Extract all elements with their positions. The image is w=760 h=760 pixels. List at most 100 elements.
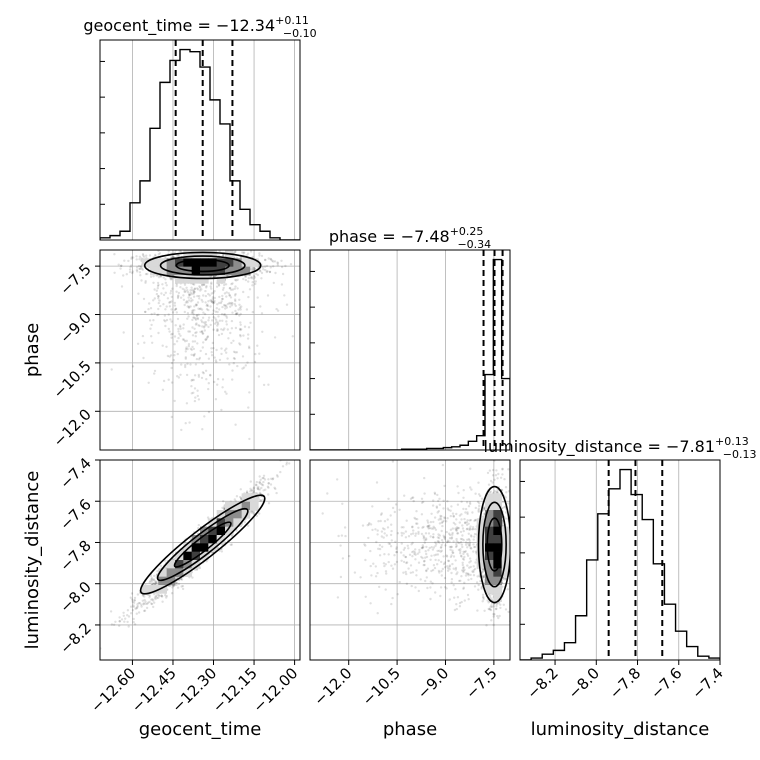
scatter-point (225, 347, 228, 350)
scatter-point (184, 301, 188, 304)
scatter-point (154, 254, 157, 258)
scatter-point (228, 294, 232, 297)
scatter-point (177, 327, 180, 331)
scatter-point (234, 285, 237, 288)
scatter-point (236, 312, 239, 315)
scatter-point (176, 295, 180, 298)
scatter-point (205, 304, 208, 307)
scatter-point (168, 584, 172, 588)
scatter-point (156, 287, 159, 290)
scatter-point (194, 363, 198, 366)
scatter-point (207, 308, 210, 312)
scatter-point (269, 483, 273, 486)
scatter-point (251, 511, 255, 514)
scatter-point (251, 284, 254, 287)
scatter-point (183, 310, 186, 314)
scatter-point (146, 602, 149, 606)
density-cell (191, 275, 201, 284)
scatter-point (148, 596, 151, 599)
scatter-point (207, 300, 210, 303)
scatter-point (229, 305, 232, 308)
scatter-point (173, 343, 176, 346)
scatter-point (200, 376, 204, 380)
scatter-point (250, 489, 253, 492)
scatter-point (156, 281, 160, 285)
scatter-point (164, 324, 167, 328)
scatter-point (190, 392, 193, 395)
scatter-point (154, 581, 157, 584)
scatter-point (220, 352, 223, 356)
scatter-point (271, 478, 274, 481)
scatter-point (239, 335, 242, 338)
scatter-point (201, 428, 204, 431)
scatter-point (183, 290, 186, 293)
scatter-point (258, 512, 261, 515)
scatter-point (247, 295, 250, 299)
scatter-point (202, 311, 205, 314)
scatter-point (149, 579, 152, 583)
scatter-point (267, 482, 270, 485)
scatter-point (160, 292, 163, 295)
scatter-point (136, 606, 139, 609)
scatter-point (214, 317, 217, 320)
scatter-point (152, 582, 156, 585)
scatter-point (132, 621, 135, 624)
scatter-point (223, 349, 227, 352)
scatter-point (220, 543, 223, 546)
scatter-point (256, 296, 259, 299)
scatter-point (184, 356, 187, 359)
scatter-point (222, 500, 225, 503)
scatter-point (136, 605, 139, 608)
scatter-point (171, 242, 173, 244)
scatter-point (170, 366, 173, 370)
scatter-point (118, 616, 121, 619)
scatter-point (160, 594, 163, 597)
scatter-point (186, 289, 189, 292)
scatter-point (265, 264, 269, 268)
scatter-point (149, 327, 152, 330)
scatter-point (230, 543, 233, 546)
scatter-point (275, 491, 278, 495)
scatter-point (131, 271, 134, 275)
density-cell (208, 250, 217, 259)
scatter-point (243, 325, 247, 328)
scatter-point (207, 245, 209, 247)
scatter-point (193, 287, 197, 290)
scatter-point (259, 499, 263, 502)
scatter-point (231, 378, 234, 381)
scatter-point (137, 292, 140, 295)
scatter-point (252, 486, 256, 489)
scatter-point (247, 333, 250, 336)
scatter-point (153, 297, 156, 300)
scatter-point (177, 291, 181, 295)
scatter-point (207, 325, 210, 329)
scatter-point (289, 263, 293, 266)
scatter-point (142, 255, 146, 258)
scatter-point (249, 487, 252, 490)
scatter-point (274, 487, 277, 491)
scatter-point (130, 257, 133, 260)
scatter-point (180, 363, 183, 366)
panel-luminosity_distance-vs-geocent_time (99, 459, 301, 661)
scatter-point (166, 354, 170, 358)
scatter-point (214, 274, 218, 278)
density-cell (150, 266, 159, 276)
scatter-point (233, 357, 236, 360)
scatter-point (191, 576, 194, 579)
scatter-point (162, 287, 165, 290)
scatter-point (120, 618, 124, 621)
scatter-point (150, 578, 154, 581)
scatter-point (206, 335, 209, 339)
scatter-point (195, 357, 199, 361)
scatter-point (269, 257, 272, 261)
scatter-point (258, 475, 261, 478)
scatter-point (153, 372, 156, 375)
panel-frame (99, 249, 301, 451)
scatter-point (242, 334, 245, 337)
scatter-point (138, 271, 142, 274)
scatter-point (225, 392, 228, 395)
contour-level (159, 255, 246, 276)
scatter-point (133, 596, 137, 600)
scatter-point (131, 365, 135, 368)
scatter-point (195, 314, 199, 317)
